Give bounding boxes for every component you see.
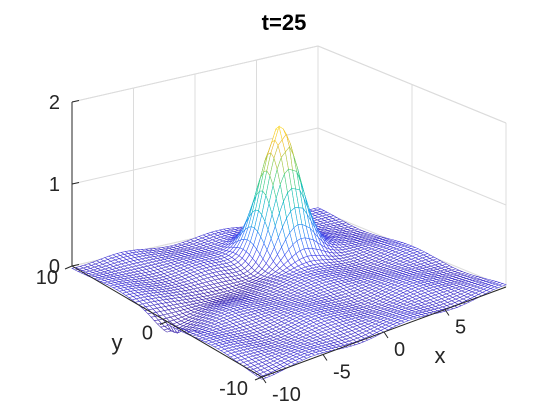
- y-axis-label: y: [112, 330, 123, 355]
- y-tick-label: 10: [36, 267, 58, 289]
- z-tick-label: 0: [49, 256, 60, 278]
- x-axis-label: x: [435, 343, 446, 368]
- x-tick-label: 0: [394, 339, 405, 361]
- z-tick-mark: [71, 264, 80, 267]
- y-tick-label: 0: [142, 323, 153, 345]
- y-tick-mark: [159, 321, 168, 325]
- x-tick-label: 5: [455, 317, 466, 339]
- y-tick-mark: [254, 376, 263, 381]
- y-tick-mark: [64, 265, 73, 270]
- z-tick-mark: [71, 182, 80, 185]
- surface-patch: [497, 283, 507, 287]
- x-tick-mark: [261, 376, 267, 384]
- z-tick-mark: [71, 100, 80, 103]
- x-tick-label: -5: [333, 362, 351, 384]
- y-tick-label: -10: [219, 378, 248, 400]
- x-tick-mark: [444, 309, 450, 316]
- z-tick-label: 1: [49, 174, 60, 196]
- x-tick-label: -10: [272, 384, 301, 406]
- z-tick-label: 2: [49, 92, 60, 114]
- x-tick-mark: [322, 354, 328, 361]
- x-tick-mark: [383, 331, 389, 339]
- chart-title: t=25: [262, 10, 307, 35]
- surface-fill: [71, 125, 507, 380]
- surface-mesh: [71, 125, 507, 380]
